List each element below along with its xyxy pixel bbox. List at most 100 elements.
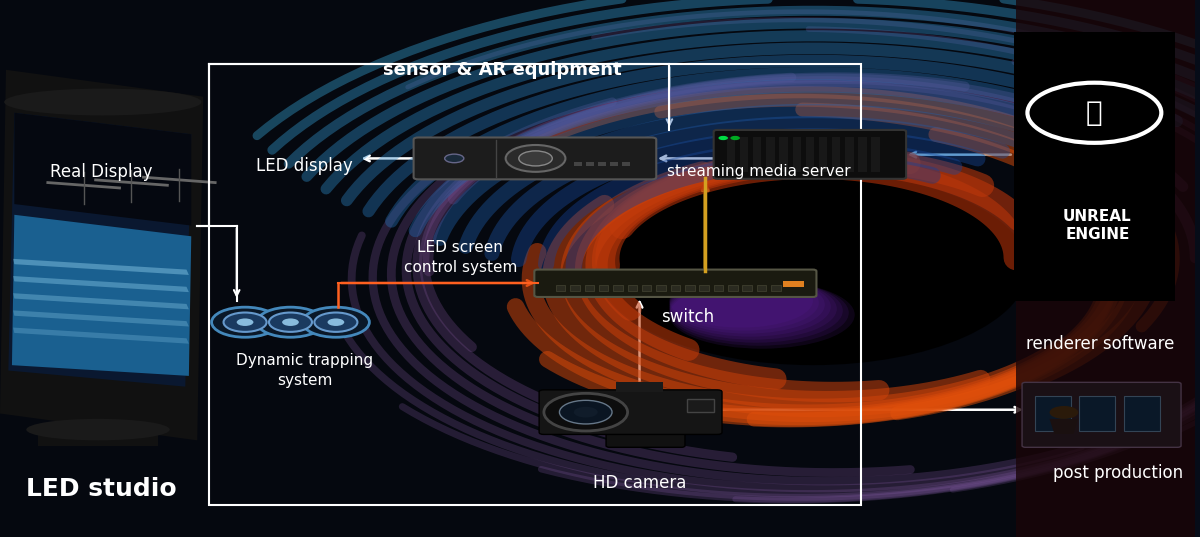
Bar: [700, 285, 709, 291]
Circle shape: [544, 393, 628, 431]
Text: LED studio: LED studio: [26, 477, 176, 500]
Ellipse shape: [4, 89, 202, 115]
Text: LED display: LED display: [257, 157, 353, 176]
Bar: [743, 285, 752, 291]
Circle shape: [1050, 406, 1079, 419]
Text: sensor & AR equipment: sensor & AR equipment: [383, 61, 622, 79]
Bar: [727, 137, 736, 172]
Bar: [767, 137, 775, 172]
Bar: [805, 137, 814, 172]
FancyBboxPatch shape: [714, 130, 906, 179]
Polygon shape: [13, 259, 188, 275]
Bar: [714, 285, 724, 291]
Ellipse shape: [670, 276, 824, 333]
Ellipse shape: [670, 277, 830, 337]
Bar: [757, 285, 767, 291]
Polygon shape: [13, 276, 188, 292]
Ellipse shape: [670, 275, 818, 331]
Circle shape: [731, 136, 740, 140]
Bar: [209, 64, 860, 505]
Bar: [671, 285, 680, 291]
Circle shape: [518, 151, 552, 166]
Bar: [832, 137, 840, 172]
Ellipse shape: [670, 274, 812, 328]
FancyBboxPatch shape: [539, 390, 722, 434]
Bar: [598, 162, 606, 166]
Bar: [610, 162, 618, 166]
Bar: [792, 137, 800, 172]
Bar: [38, 424, 157, 446]
Bar: [1036, 396, 1072, 431]
Polygon shape: [12, 215, 191, 376]
Circle shape: [223, 313, 266, 332]
Circle shape: [328, 318, 344, 326]
Ellipse shape: [694, 215, 932, 322]
Circle shape: [302, 307, 370, 337]
Bar: [728, 285, 738, 291]
Polygon shape: [1050, 419, 1079, 434]
Bar: [642, 285, 652, 291]
Bar: [845, 137, 853, 172]
Text: post production: post production: [1052, 463, 1183, 482]
Bar: [685, 285, 695, 291]
Circle shape: [257, 307, 324, 337]
Bar: [740, 137, 749, 172]
Bar: [772, 285, 780, 291]
Bar: [754, 137, 762, 172]
Polygon shape: [13, 293, 188, 309]
Circle shape: [282, 318, 299, 326]
Text: HD camera: HD camera: [593, 474, 686, 492]
Bar: [570, 285, 580, 291]
Circle shape: [1027, 83, 1162, 143]
Bar: [584, 285, 594, 291]
Text: Ⓤ: Ⓤ: [1086, 99, 1103, 127]
Circle shape: [559, 400, 612, 424]
FancyBboxPatch shape: [606, 428, 685, 447]
Circle shape: [314, 313, 358, 332]
Polygon shape: [0, 70, 203, 440]
Circle shape: [719, 136, 728, 140]
Bar: [616, 382, 664, 392]
Bar: [782, 281, 804, 287]
Text: switch: switch: [661, 308, 714, 326]
Ellipse shape: [598, 172, 1028, 365]
Ellipse shape: [670, 280, 848, 346]
Text: UNREAL
ENGINE: UNREAL ENGINE: [1063, 209, 1132, 242]
FancyBboxPatch shape: [414, 137, 656, 179]
Bar: [599, 285, 608, 291]
Circle shape: [211, 307, 278, 337]
Polygon shape: [13, 328, 188, 344]
Ellipse shape: [670, 278, 836, 340]
Ellipse shape: [670, 279, 842, 343]
Text: renderer software: renderer software: [1026, 335, 1174, 353]
Ellipse shape: [670, 281, 854, 349]
Bar: [613, 285, 623, 291]
Bar: [656, 285, 666, 291]
Text: Real Display: Real Display: [50, 163, 152, 181]
FancyBboxPatch shape: [534, 270, 816, 297]
Bar: [779, 137, 787, 172]
Bar: [556, 285, 565, 291]
Circle shape: [505, 145, 565, 172]
Text: Dynamic trapping
system: Dynamic trapping system: [236, 353, 373, 388]
Circle shape: [236, 318, 253, 326]
Polygon shape: [14, 113, 191, 226]
Bar: [871, 137, 880, 172]
Polygon shape: [13, 310, 188, 326]
Bar: [1123, 396, 1159, 431]
Circle shape: [445, 154, 464, 163]
Circle shape: [269, 313, 312, 332]
Ellipse shape: [26, 419, 169, 440]
Bar: [574, 162, 582, 166]
Bar: [1016, 0, 1195, 537]
Bar: [688, 398, 714, 412]
Bar: [858, 137, 866, 172]
Bar: [1014, 32, 1175, 301]
Bar: [628, 285, 637, 291]
Bar: [586, 162, 594, 166]
Text: streaming media server: streaming media server: [667, 164, 851, 179]
FancyBboxPatch shape: [1022, 382, 1181, 447]
Bar: [622, 162, 630, 166]
Polygon shape: [8, 113, 191, 387]
Text: LED screen
control system: LED screen control system: [403, 241, 517, 275]
